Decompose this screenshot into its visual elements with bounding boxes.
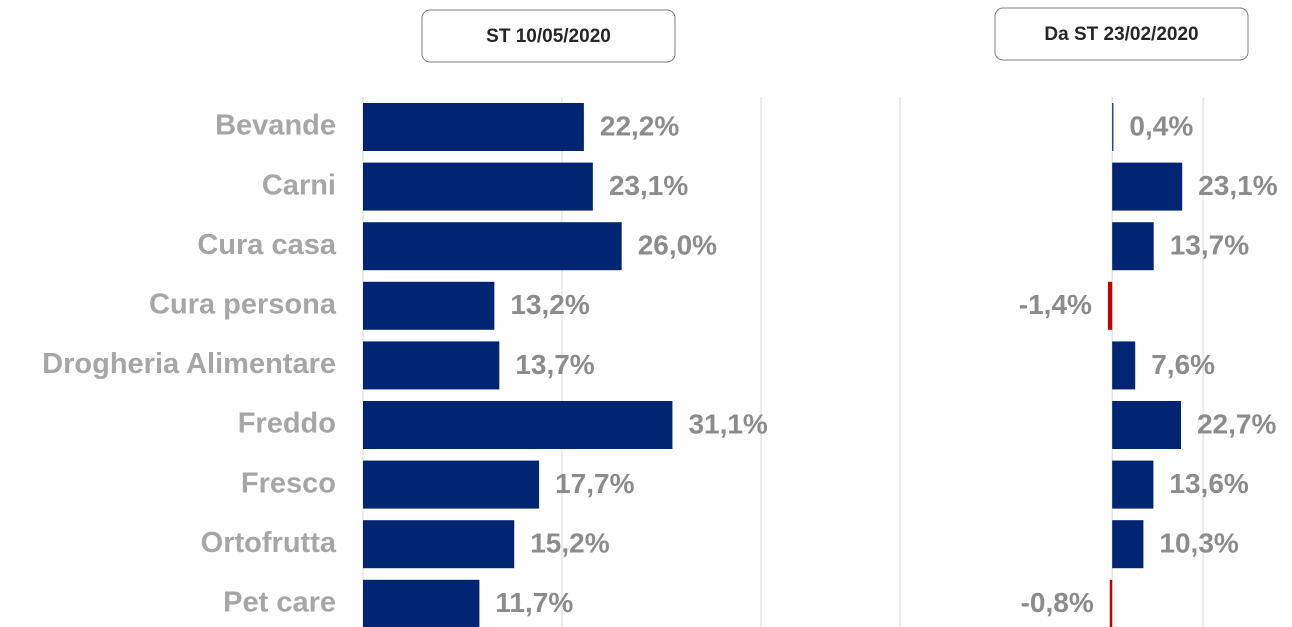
bar bbox=[1112, 401, 1181, 449]
bar bbox=[363, 401, 673, 449]
value-label: 13,7% bbox=[515, 349, 594, 380]
value-label: 11,7% bbox=[495, 587, 573, 618]
value-label: 22,2% bbox=[600, 110, 679, 141]
chart-title: ST 10/05/2020 bbox=[486, 26, 611, 47]
bar bbox=[363, 341, 500, 390]
value-label: 31,1% bbox=[688, 408, 767, 439]
category-label: Carni bbox=[262, 169, 336, 201]
bar bbox=[363, 162, 593, 211]
category-label: Cura persona bbox=[149, 288, 337, 320]
bar bbox=[1107, 281, 1113, 330]
bar bbox=[363, 222, 622, 271]
value-label: 13,7% bbox=[1170, 230, 1249, 261]
category-label: Drogheria Alimentare bbox=[42, 348, 336, 380]
value-label: 26,0% bbox=[638, 230, 717, 261]
value-label: 13,6% bbox=[1169, 468, 1248, 499]
value-label: 0,4% bbox=[1129, 110, 1193, 141]
chart-title: Da ST 23/02/2020 bbox=[1044, 24, 1198, 45]
bar bbox=[1112, 341, 1136, 390]
bar bbox=[1112, 162, 1183, 211]
bar bbox=[363, 579, 480, 627]
value-label: 10,3% bbox=[1159, 528, 1238, 559]
bar bbox=[363, 520, 515, 569]
title-box bbox=[994, 7, 1249, 61]
bar bbox=[1109, 579, 1113, 627]
value-label: 7,6% bbox=[1151, 349, 1215, 380]
value-label: 22,7% bbox=[1197, 408, 1276, 439]
value-label: 23,1% bbox=[1198, 170, 1277, 201]
bar bbox=[363, 281, 495, 330]
bar bbox=[363, 460, 540, 509]
bar bbox=[1112, 460, 1154, 509]
category-label: Ortofrutta bbox=[201, 527, 337, 559]
title-box bbox=[421, 9, 676, 63]
bar bbox=[1112, 222, 1154, 271]
value-label: 15,2% bbox=[530, 528, 609, 559]
category-label: Freddo bbox=[238, 408, 336, 440]
value-label: 23,1% bbox=[609, 170, 688, 201]
bar bbox=[363, 103, 584, 151]
category-label: Bevande bbox=[215, 110, 336, 142]
value-label: 13,2% bbox=[510, 289, 589, 320]
bar bbox=[1112, 520, 1144, 569]
value-label: -1,4% bbox=[1019, 289, 1092, 320]
value-label: 17,7% bbox=[555, 468, 634, 499]
category-label: Fresco bbox=[241, 467, 336, 499]
category-label: Pet care bbox=[223, 586, 336, 618]
bar bbox=[1112, 103, 1114, 151]
category-label: Cura casa bbox=[197, 229, 337, 261]
value-label: -0,8% bbox=[1021, 587, 1094, 618]
